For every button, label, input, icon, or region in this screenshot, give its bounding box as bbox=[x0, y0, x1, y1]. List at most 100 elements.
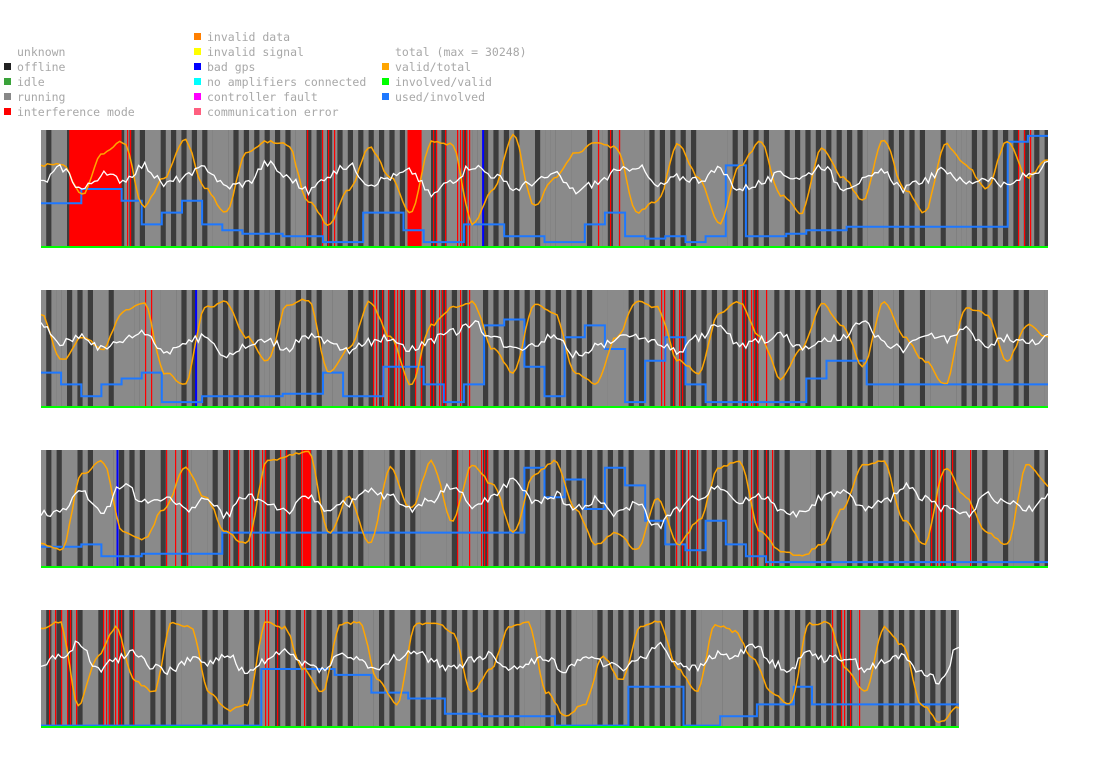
running-stripe bbox=[1018, 130, 1024, 248]
running-stripe bbox=[72, 290, 78, 408]
interference-mark bbox=[130, 130, 132, 248]
running-stripe bbox=[951, 130, 957, 248]
no-amplifiers-swatch bbox=[194, 78, 201, 85]
running-stripe bbox=[717, 610, 723, 728]
interference-mark bbox=[697, 450, 699, 568]
running-stripe bbox=[914, 130, 920, 248]
running-stripe bbox=[457, 450, 463, 568]
interference-mark bbox=[682, 290, 684, 408]
bad-gps-swatch bbox=[194, 63, 201, 70]
running-stripe bbox=[269, 130, 275, 248]
running-stripe bbox=[540, 610, 546, 728]
running-stripe bbox=[852, 610, 858, 728]
running-stripe bbox=[613, 450, 619, 568]
running-stripe bbox=[41, 610, 47, 728]
interference-mark bbox=[253, 450, 255, 568]
legend-fault-communication: communication error bbox=[194, 104, 339, 119]
running-stripe bbox=[644, 290, 650, 408]
running-stripe bbox=[789, 130, 795, 248]
running-stripe bbox=[82, 290, 88, 408]
running-stripe bbox=[758, 610, 764, 728]
running-stripe bbox=[295, 130, 301, 248]
interference-mark bbox=[937, 450, 939, 568]
running-stripe bbox=[217, 130, 223, 248]
running-stripe bbox=[737, 610, 743, 728]
running-stripe bbox=[155, 130, 161, 248]
running-stripe bbox=[696, 290, 702, 408]
interference-mark bbox=[388, 290, 390, 408]
interference-mark bbox=[610, 130, 612, 248]
running-stripe bbox=[654, 130, 660, 248]
running-stripe bbox=[706, 450, 712, 568]
running-stripe bbox=[457, 290, 463, 408]
running-stripe bbox=[883, 290, 889, 408]
interference-mark bbox=[433, 130, 435, 248]
running-stripe bbox=[51, 290, 57, 408]
running-stripe bbox=[914, 450, 920, 568]
running-stripe bbox=[124, 290, 130, 408]
running-stripe bbox=[987, 290, 993, 408]
running-stripe bbox=[186, 610, 192, 728]
interference-mark bbox=[109, 610, 111, 728]
running-stripe bbox=[633, 290, 639, 408]
running-stripe bbox=[914, 610, 920, 728]
running-stripe bbox=[238, 610, 244, 728]
running-stripe bbox=[186, 130, 192, 248]
running-stripe bbox=[165, 610, 171, 728]
running-stripe bbox=[758, 450, 764, 568]
interference-mark bbox=[460, 290, 462, 408]
running-stripe bbox=[727, 290, 733, 408]
running-stripe bbox=[477, 610, 483, 728]
legend-series-used-involved: used/involved bbox=[382, 89, 485, 104]
running-stripe bbox=[446, 450, 452, 568]
running-stripe bbox=[353, 610, 359, 728]
running-stripe bbox=[581, 290, 587, 408]
running-stripe bbox=[363, 290, 369, 408]
interference-mark bbox=[1024, 130, 1026, 248]
running-stripe bbox=[789, 610, 795, 728]
running-stripe bbox=[238, 130, 244, 248]
legend-label: invalid signal bbox=[207, 44, 304, 59]
running-stripe bbox=[82, 450, 88, 568]
running-stripe bbox=[862, 130, 868, 248]
interference-mark bbox=[850, 610, 852, 728]
running-stripe bbox=[446, 290, 452, 408]
running-stripe bbox=[165, 130, 171, 248]
running-stripe bbox=[644, 450, 650, 568]
interference-mark bbox=[679, 290, 681, 408]
used-involved-swatch bbox=[382, 93, 389, 100]
running-stripe bbox=[51, 610, 57, 728]
running-stripe bbox=[904, 450, 910, 568]
interference-mark bbox=[262, 450, 264, 568]
running-stripe bbox=[1003, 290, 1009, 408]
running-stripe bbox=[758, 130, 764, 248]
running-stripe bbox=[997, 450, 1003, 568]
running-stripe bbox=[550, 290, 556, 408]
interference-mark bbox=[841, 610, 843, 728]
running-stripe bbox=[384, 290, 390, 408]
running-stripe bbox=[977, 290, 983, 408]
running-stripe bbox=[228, 450, 234, 568]
running-stripe bbox=[342, 450, 348, 568]
running-stripe bbox=[571, 610, 577, 728]
running-stripe bbox=[945, 290, 951, 408]
interference-mark bbox=[55, 610, 57, 728]
running-stripe bbox=[665, 610, 671, 728]
running-stripe bbox=[321, 450, 327, 568]
running-stripe bbox=[93, 610, 99, 728]
running-stripe bbox=[769, 450, 775, 568]
involved-valid-swatch bbox=[382, 78, 389, 85]
legend-label: total (max = 30248) bbox=[395, 44, 527, 59]
running-stripe bbox=[72, 610, 78, 728]
running-stripe bbox=[113, 290, 119, 408]
interference-mark bbox=[301, 450, 303, 568]
running-stripe bbox=[550, 130, 556, 248]
running-stripe bbox=[748, 450, 754, 568]
interference-mark bbox=[151, 290, 153, 408]
legend-series-total: total (max = 30248) bbox=[382, 44, 527, 59]
legend-label: offline bbox=[17, 59, 66, 74]
running-stripe bbox=[113, 450, 119, 568]
running-stripe bbox=[72, 450, 78, 568]
running-stripe bbox=[155, 450, 161, 568]
running-stripe bbox=[238, 450, 244, 568]
